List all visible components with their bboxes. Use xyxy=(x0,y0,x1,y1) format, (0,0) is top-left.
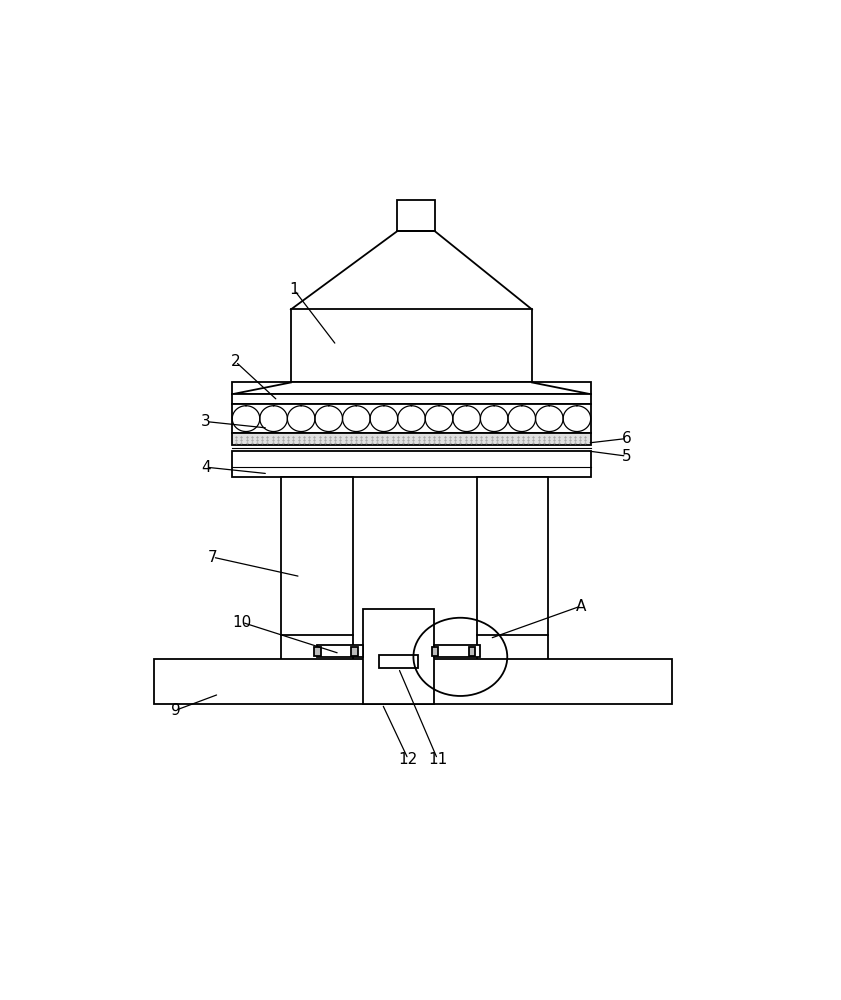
Bar xyxy=(232,451,590,477)
Text: 9: 9 xyxy=(171,703,180,718)
Bar xyxy=(232,404,590,433)
Text: 3: 3 xyxy=(201,414,211,429)
Bar xyxy=(291,309,532,382)
Bar xyxy=(232,433,590,445)
Bar xyxy=(397,200,435,231)
Bar xyxy=(317,645,362,657)
Text: 7: 7 xyxy=(208,550,218,565)
Bar xyxy=(281,477,352,635)
Text: A: A xyxy=(576,599,586,614)
Bar xyxy=(431,647,438,656)
Bar xyxy=(154,659,672,704)
Text: 10: 10 xyxy=(232,615,251,630)
Bar xyxy=(232,394,590,404)
Bar xyxy=(315,647,321,656)
Text: 5: 5 xyxy=(621,449,632,464)
Bar xyxy=(232,382,590,394)
Text: 2: 2 xyxy=(230,354,241,369)
Text: 12: 12 xyxy=(399,752,418,767)
Bar xyxy=(468,647,475,656)
Bar xyxy=(362,609,434,704)
Text: 4: 4 xyxy=(201,460,211,475)
Text: 11: 11 xyxy=(428,752,447,767)
Text: 1: 1 xyxy=(289,282,299,297)
Bar xyxy=(352,647,358,656)
Text: 6: 6 xyxy=(621,431,632,446)
Bar xyxy=(477,477,548,635)
Bar xyxy=(434,645,480,657)
Bar xyxy=(378,655,418,668)
